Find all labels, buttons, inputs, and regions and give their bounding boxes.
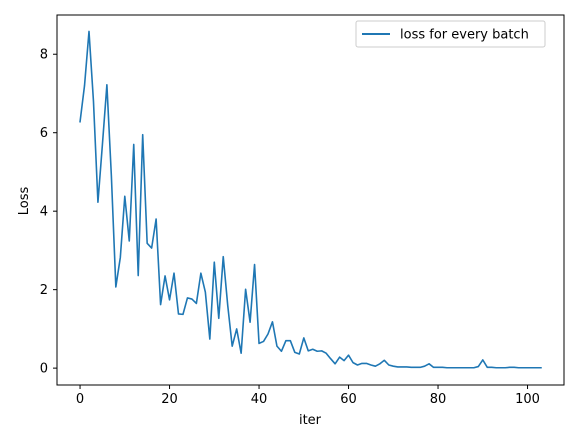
legend-label: loss for every batch: [400, 28, 529, 43]
y-tick-label: 6: [40, 126, 48, 141]
x-tick-label: 20: [161, 392, 178, 407]
legend-box: [355, 20, 546, 48]
x-axis: 0 20 40 60 80 100: [76, 385, 540, 407]
y-tick-label: 2: [40, 283, 48, 298]
y-axis: 0 2 4 6 8: [40, 48, 57, 377]
plot-frame: [56, 14, 565, 386]
x-tick-label: 0: [76, 392, 84, 407]
series-line-0: [79, 30, 542, 369]
x-tick-label: 60: [340, 392, 357, 407]
x-tick-label: 40: [251, 392, 268, 407]
plot-area: [79, 30, 542, 369]
y-axis-label: Loss: [17, 187, 32, 216]
legend: loss for every batch: [355, 20, 546, 48]
x-axis-label: iter: [299, 413, 322, 428]
y-tick-label: 8: [40, 48, 48, 63]
x-tick-label: 80: [430, 392, 447, 407]
x-tick-label: 100: [515, 392, 540, 407]
y-tick-label: 0: [40, 362, 48, 377]
y-tick-label: 4: [40, 205, 48, 220]
